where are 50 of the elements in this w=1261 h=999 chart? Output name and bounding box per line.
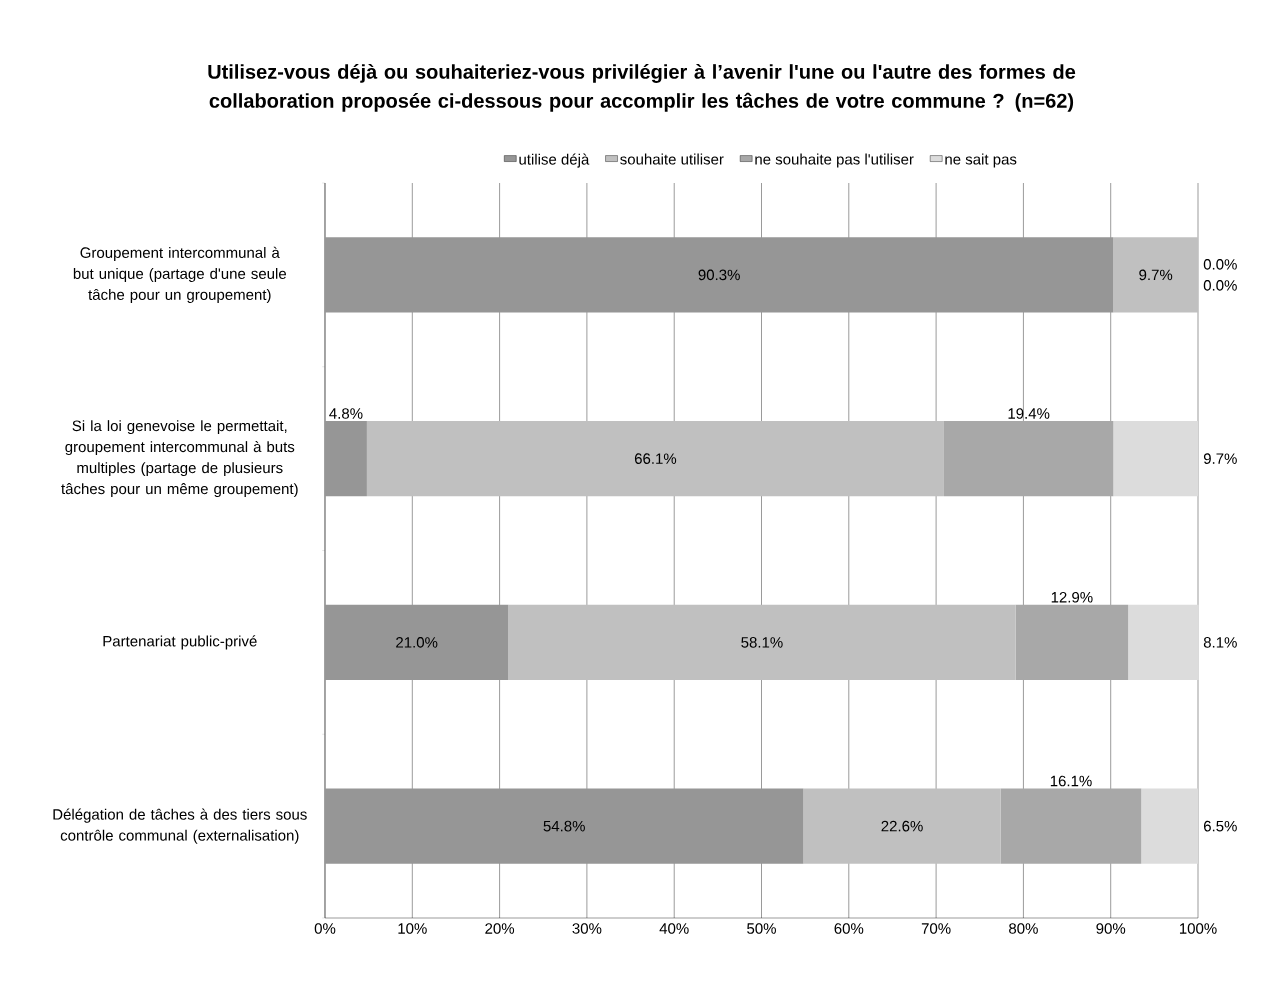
bar xyxy=(325,237,1114,313)
bar xyxy=(508,604,1016,681)
x-tick-label: 40% xyxy=(659,923,689,934)
data-label: 0.0% xyxy=(1203,280,1237,291)
bar xyxy=(1141,788,1199,864)
data-label: 0.0% xyxy=(1203,259,1237,270)
x-tick-label: 60% xyxy=(834,923,864,934)
legend-label: souhaite utiliser xyxy=(620,153,724,165)
data-label: 9.7% xyxy=(1203,453,1237,464)
data-label: 58.1% xyxy=(741,637,783,648)
bar xyxy=(1015,604,1129,681)
data-label: 54.8% xyxy=(543,820,585,832)
x-tick-label: 70% xyxy=(921,923,951,934)
data-label: 19.4% xyxy=(1008,408,1050,419)
data-label: 21.0% xyxy=(396,637,438,648)
data-label: 16.1% xyxy=(1050,775,1092,787)
data-label: 12.9% xyxy=(1051,591,1093,603)
x-tick-label: 90% xyxy=(1096,923,1126,934)
bar xyxy=(1113,237,1199,313)
bar xyxy=(325,604,509,681)
data-label: 6.5% xyxy=(1203,820,1237,832)
bar xyxy=(1128,604,1199,681)
bar xyxy=(366,420,944,497)
bar xyxy=(803,788,1001,864)
y-tick-label: Partenariat public-privé xyxy=(103,635,257,650)
data-label: 4.8% xyxy=(329,408,363,419)
data-label: 90.3% xyxy=(698,269,740,281)
bar xyxy=(1000,788,1142,864)
y-tick-label: Groupement intercommunal à but unique (partage d'une seule tâche pour un groupement) xyxy=(73,246,287,303)
bar xyxy=(325,788,804,864)
x-tick-label: 20% xyxy=(485,923,515,934)
data-label: 66.1% xyxy=(634,453,677,464)
x-tick-label: 50% xyxy=(747,923,776,934)
y-tick-label: Si la loi genevoise le permettait, groupement intercommunal à buts multiples (partage de plusieurs tâches pour un même groupement) xyxy=(61,420,298,498)
x-tick-label: 10% xyxy=(398,923,427,934)
bar xyxy=(325,420,367,497)
data-label: 9.7% xyxy=(1139,269,1173,281)
x-tick-label: 0% xyxy=(314,923,336,934)
legend-label: ne sait pas xyxy=(945,153,1017,168)
x-tick-label: 30% xyxy=(572,923,602,934)
legend-label: ne souhaite pas l'utiliser xyxy=(755,153,914,168)
chart-title: Utilisez-vous déjà ou souhaiteriez-vous privilégier à l’avenir l'une ou l'autre des formes de collaboration proposée ci-dessous pour accomplir les tâches de votre commune ? (n=62) xyxy=(208,63,1076,112)
data-label: 8.1% xyxy=(1203,637,1237,648)
data-label: 22.6% xyxy=(881,820,923,832)
y-tick-label: Délégation de tâches à des tiers sous contrôle communal (externalisation) xyxy=(53,808,307,844)
bar xyxy=(1113,420,1199,497)
x-tick-label: 100% xyxy=(1179,923,1217,934)
bar xyxy=(943,420,1114,497)
x-tick-label: 80% xyxy=(1009,923,1038,934)
legend-label: utilise déjà xyxy=(519,153,590,168)
